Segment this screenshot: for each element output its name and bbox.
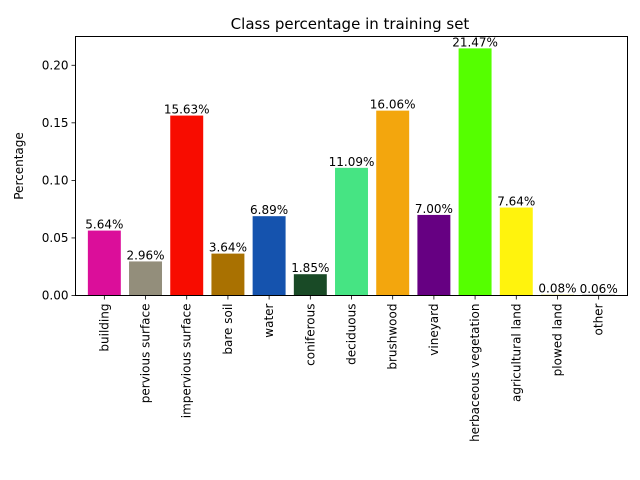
y-axis: 0.00 0.05 0.10 0.15 0.20 [42,58,76,303]
y-tick-label: 0.00 [42,289,69,303]
data-label-bare-soil: 3.64% [209,241,247,255]
bar-herbaceous-vegetation [458,48,492,296]
bar-pervious-surface [129,261,163,296]
plot-frame [75,36,628,296]
x-tick-label-plowed-land: plowed land [550,304,564,377]
x-tick-label-coniferous: coniferous [303,304,317,366]
x-tick-label-water: water [262,303,276,337]
y-axis-label: Percentage [12,132,26,200]
data-label-building: 5.64% [85,218,123,232]
bar-coniferous [293,274,327,296]
data-label-vineyard: 7.00% [415,202,453,216]
bar-agricultural-land [499,207,533,296]
bars-group [87,48,616,296]
data-label-impervious-surface: 15.63% [164,103,210,117]
bar-deciduous [335,167,368,296]
y-tick-label: 0.10 [42,173,69,187]
data-label-brushwood: 16.06% [370,98,416,112]
y-tick-label: 0.20 [42,58,69,72]
bar-brushwood [376,110,410,296]
bar-bare-soil [211,253,245,296]
x-axis: building pervious surface impervious surfa… [97,295,606,442]
x-tick-label-herbaceous-vegetation: herbaceous vegetation [468,304,482,442]
data-label-coniferous: 1.85% [291,261,329,275]
bar-building [87,230,121,296]
x-tick-label-pervious-surface: pervious surface [139,304,153,404]
x-tick-label-impervious-surface: impervious surface [180,304,194,419]
data-label-plowed-land: 0.08% [538,282,576,296]
x-tick-label-agricultural-land: agricultural land [509,304,523,402]
data-labels-group: 5.64% 2.96% 15.63% 3.64% 6.89% 1.85% 11.09% 16.… [85,35,617,295]
bar-impervious-surface [170,115,204,296]
data-label-agricultural-land: 7.64% [497,195,535,209]
x-tick-label-vineyard: vineyard [427,304,441,356]
chart-title: Class percentage in training set [231,15,470,33]
bar-water [252,216,286,296]
x-tick-label-deciduous: deciduous [345,304,359,365]
y-tick-label: 0.05 [42,231,69,245]
x-tick-label-brushwood: brushwood [386,304,400,370]
data-label-herbaceous-vegetation: 21.47% [452,35,498,49]
x-tick-label-bare-soil: bare soil [221,304,235,355]
bar-vineyard [417,214,451,296]
data-label-deciduous: 11.09% [329,155,375,169]
x-tick-label-building: building [97,304,111,352]
x-tick-label-other: other [592,303,606,335]
data-label-pervious-surface: 2.96% [126,248,164,262]
y-tick-label: 0.15 [42,116,69,130]
data-label-other: 0.06% [580,282,618,296]
data-label-water: 6.89% [250,203,288,217]
